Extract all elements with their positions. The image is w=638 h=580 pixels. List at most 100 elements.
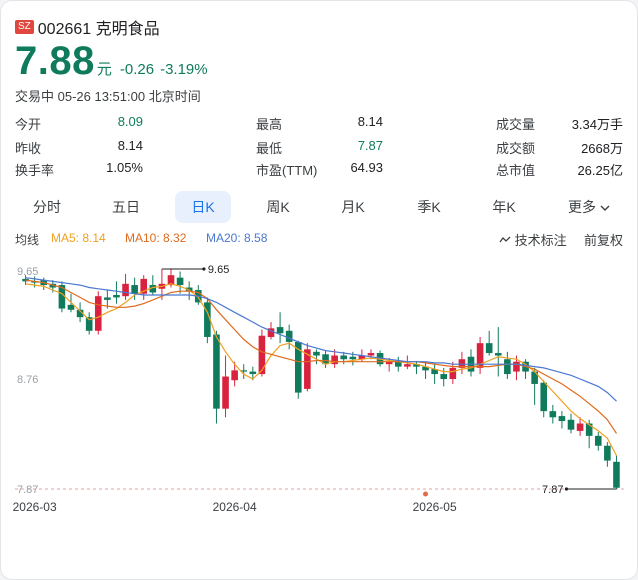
stat-value-market-cap: 26.25亿 [577, 163, 623, 178]
candle-body [531, 371, 538, 384]
max-marker-dot [202, 267, 206, 271]
candle-body [558, 416, 566, 422]
stat-label-prev-close: 昨收 [15, 141, 42, 156]
trading-status: 交易中 05-26 13:51:00 北京时间 [15, 89, 201, 104]
candle-body [404, 364, 411, 367]
stat-value-prev-close: 8.14 [117, 138, 143, 153]
candle-body [585, 423, 593, 436]
candle-body [513, 361, 520, 372]
candle-body [304, 349, 311, 389]
exchange-badge: SZ [15, 20, 34, 34]
min-price-label: 7.87 [542, 484, 563, 496]
candle-body [240, 370, 248, 372]
candle-body [540, 382, 548, 412]
candle-body [476, 343, 484, 368]
x-tick-label: 2026-04 [213, 500, 257, 514]
y-tick-label: 9.65 [17, 266, 38, 278]
x-tick-label: 2026-03 [13, 500, 57, 514]
stock-code-name[interactable]: 002661 克明食品 [37, 21, 160, 38]
candle-body [167, 275, 175, 286]
candle-body [276, 327, 284, 334]
tab-weekly-k[interactable]: 周K [266, 199, 290, 215]
candle-body [358, 355, 366, 360]
candle-body [113, 294, 120, 298]
stat-label-high: 最高 [256, 117, 283, 132]
indicator-icon [499, 236, 511, 243]
candle-body [449, 367, 457, 379]
kline-chart[interactable]: 9.65 8.76 7.87 9.65 7.87 2026-03 2026-04 2026-0… [1, 253, 637, 543]
candle-body [122, 283, 129, 297]
ma5-legend: MA5: 8.14 [51, 231, 106, 245]
candle-body [104, 297, 111, 300]
stat-value-turnover: 1.05% [106, 160, 143, 175]
tab-more[interactable]: 更多 [559, 191, 619, 223]
candle-body [604, 445, 611, 461]
tab-five-day[interactable]: 五日 [112, 199, 140, 215]
event-dot [423, 491, 429, 497]
candle-body [576, 423, 584, 431]
candle-body [267, 328, 275, 337]
stat-label-turnover: 换手率 [15, 163, 55, 178]
candle-body [204, 302, 211, 337]
stat-value-volume: 3.34万手 [571, 117, 623, 132]
candle-body [385, 361, 393, 365]
candle-body [213, 334, 220, 409]
tab-daily-k[interactable]: 日K [175, 191, 231, 223]
candle-body [140, 278, 148, 294]
candle-body [258, 335, 266, 375]
candle-body [613, 461, 620, 488]
candle-body [567, 419, 575, 430]
period-tabs: 分时 五日 日K 周K 月K 季K 年K 更多 [15, 191, 625, 223]
tab-intraday[interactable]: 分时 [33, 199, 61, 215]
adjust-button[interactable]: 前复权 [584, 233, 624, 248]
candle-body [458, 359, 466, 368]
stat-value-amount: 2668万 [581, 141, 623, 156]
stat-value-pe: 64.93 [350, 160, 383, 175]
ma20-legend: MA20: 8.58 [206, 231, 268, 245]
stat-label-open: 今开 [15, 117, 42, 132]
candle-body [85, 317, 93, 331]
max-price-label: 9.65 [208, 264, 229, 276]
candle-body [594, 435, 602, 446]
candle-body [504, 359, 511, 375]
indicator-button[interactable]: 技术标注 [499, 230, 567, 249]
candle-body [422, 366, 429, 371]
candle-body [549, 411, 557, 418]
stat-label-low: 最低 [256, 141, 283, 156]
stat-label-pe: 市盈(TTM) [256, 163, 318, 178]
candle-body [413, 364, 420, 367]
candle-body [149, 285, 157, 293]
y-tick-label: 7.87 [17, 484, 38, 496]
candle-body [94, 296, 102, 331]
candle-body [294, 341, 302, 393]
candle-body [285, 330, 293, 342]
stat-label-amount: 成交额 [496, 141, 536, 156]
candle-body [322, 354, 329, 365]
candle-body [431, 369, 438, 375]
candle-body [367, 353, 375, 356]
candle-body [58, 285, 66, 309]
candle-body [222, 376, 229, 409]
stat-label-volume: 成交量 [496, 117, 536, 132]
price-change: -0.26 [119, 61, 155, 78]
candle-body [494, 353, 502, 356]
candle-body [349, 356, 357, 360]
ma10-line [25, 279, 617, 434]
tab-yearly-k[interactable]: 年K [492, 199, 516, 215]
candle-body [394, 361, 402, 367]
candle-body [131, 285, 138, 294]
tab-quarterly-k[interactable]: 季K [417, 199, 441, 215]
stock-header: SZ 002661 克明食品 [15, 15, 160, 39]
price-unit: 元 [96, 61, 112, 78]
candle-body [340, 355, 348, 360]
ma5-line [25, 283, 618, 456]
tab-more-label: 更多 [568, 199, 597, 215]
candle-body [331, 355, 338, 365]
tab-monthly-k[interactable]: 月K [341, 199, 365, 215]
candle-body [440, 374, 448, 379]
candle-body [76, 309, 84, 318]
stat-value-high: 8.14 [357, 114, 383, 129]
price-change-pct: -3.19% [160, 61, 208, 78]
current-price: 7.88 [15, 39, 95, 83]
ma20-line [25, 277, 617, 402]
